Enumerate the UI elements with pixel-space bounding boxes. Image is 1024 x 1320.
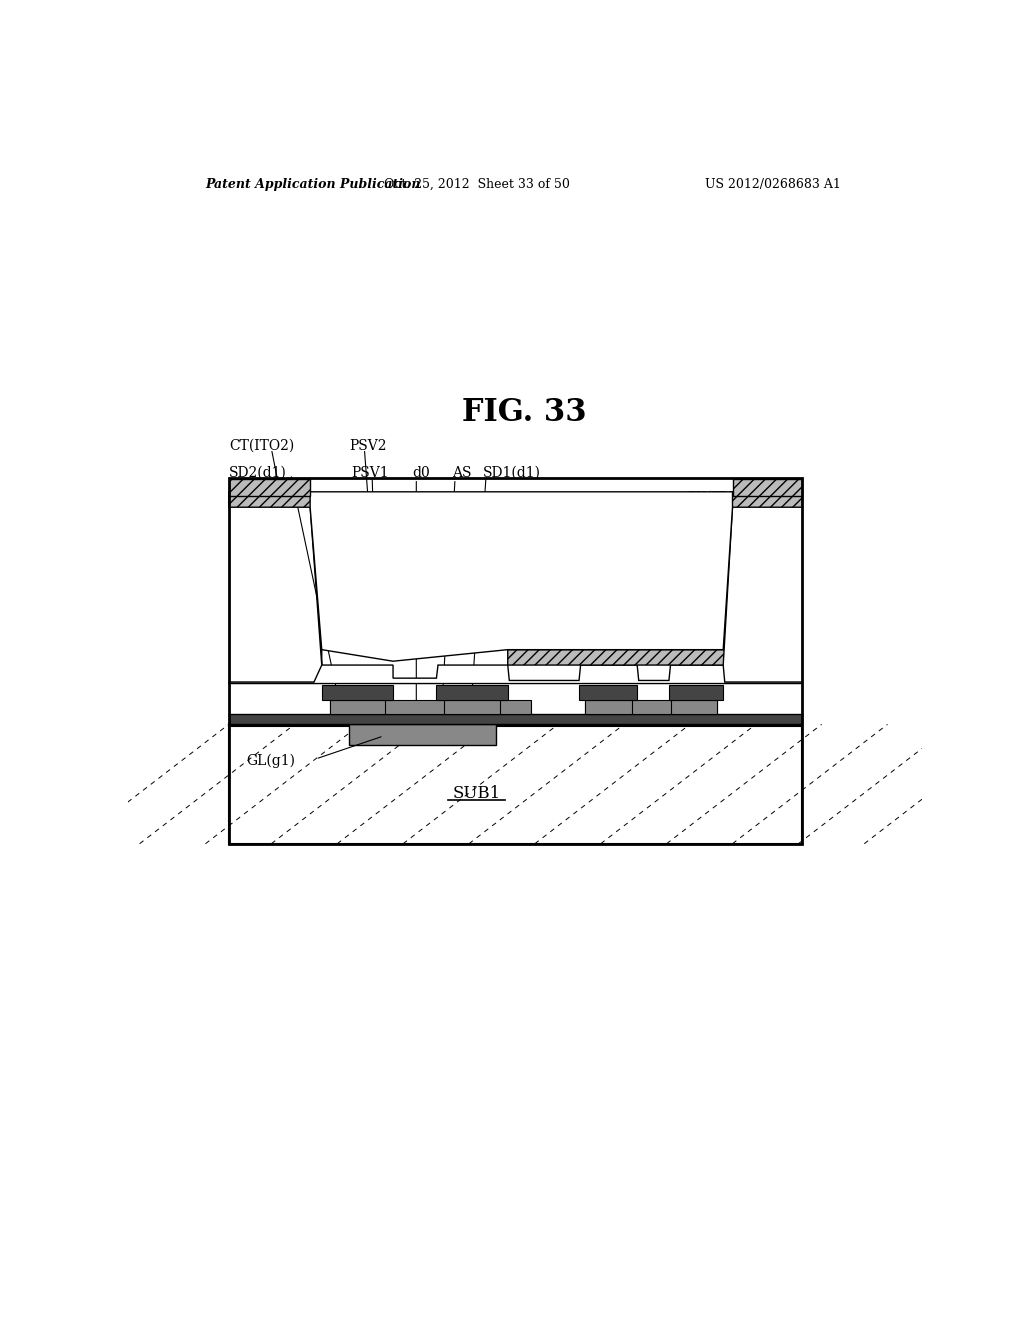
Bar xyxy=(586,701,632,714)
Bar xyxy=(322,685,393,701)
Bar xyxy=(436,685,508,701)
Bar xyxy=(228,714,802,725)
Text: Oct. 25, 2012  Sheet 33 of 50: Oct. 25, 2012 Sheet 33 of 50 xyxy=(384,178,569,190)
Text: SD1(d1): SD1(d1) xyxy=(483,466,541,479)
Bar xyxy=(330,701,531,714)
Bar xyxy=(671,701,717,714)
Polygon shape xyxy=(228,492,322,665)
Bar xyxy=(586,701,717,714)
Text: PSV2: PSV2 xyxy=(349,438,386,453)
Polygon shape xyxy=(508,492,802,665)
Text: SUB1: SUB1 xyxy=(453,785,501,803)
Text: d0: d0 xyxy=(413,466,430,479)
Text: AS: AS xyxy=(452,466,471,479)
Bar xyxy=(349,725,496,744)
Bar xyxy=(228,479,310,496)
Polygon shape xyxy=(228,665,802,684)
Text: Patent Application Publication: Patent Application Publication xyxy=(206,178,421,190)
Text: PSV1: PSV1 xyxy=(351,466,389,479)
Bar xyxy=(732,479,802,496)
Bar xyxy=(669,685,723,701)
Text: FIG. 33: FIG. 33 xyxy=(463,397,587,428)
Bar xyxy=(444,701,500,714)
Text: US 2012/0268683 A1: US 2012/0268683 A1 xyxy=(706,178,841,190)
Text: CT(ITO2): CT(ITO2) xyxy=(228,438,294,453)
Bar xyxy=(228,725,802,843)
Bar xyxy=(228,478,802,843)
Text: GL(g1): GL(g1) xyxy=(246,754,295,768)
Text: PX(ITO1): PX(ITO1) xyxy=(687,490,753,504)
Polygon shape xyxy=(310,492,732,661)
Bar xyxy=(330,701,385,714)
Bar xyxy=(579,685,637,701)
Text: SD2(d1): SD2(d1) xyxy=(228,466,287,479)
